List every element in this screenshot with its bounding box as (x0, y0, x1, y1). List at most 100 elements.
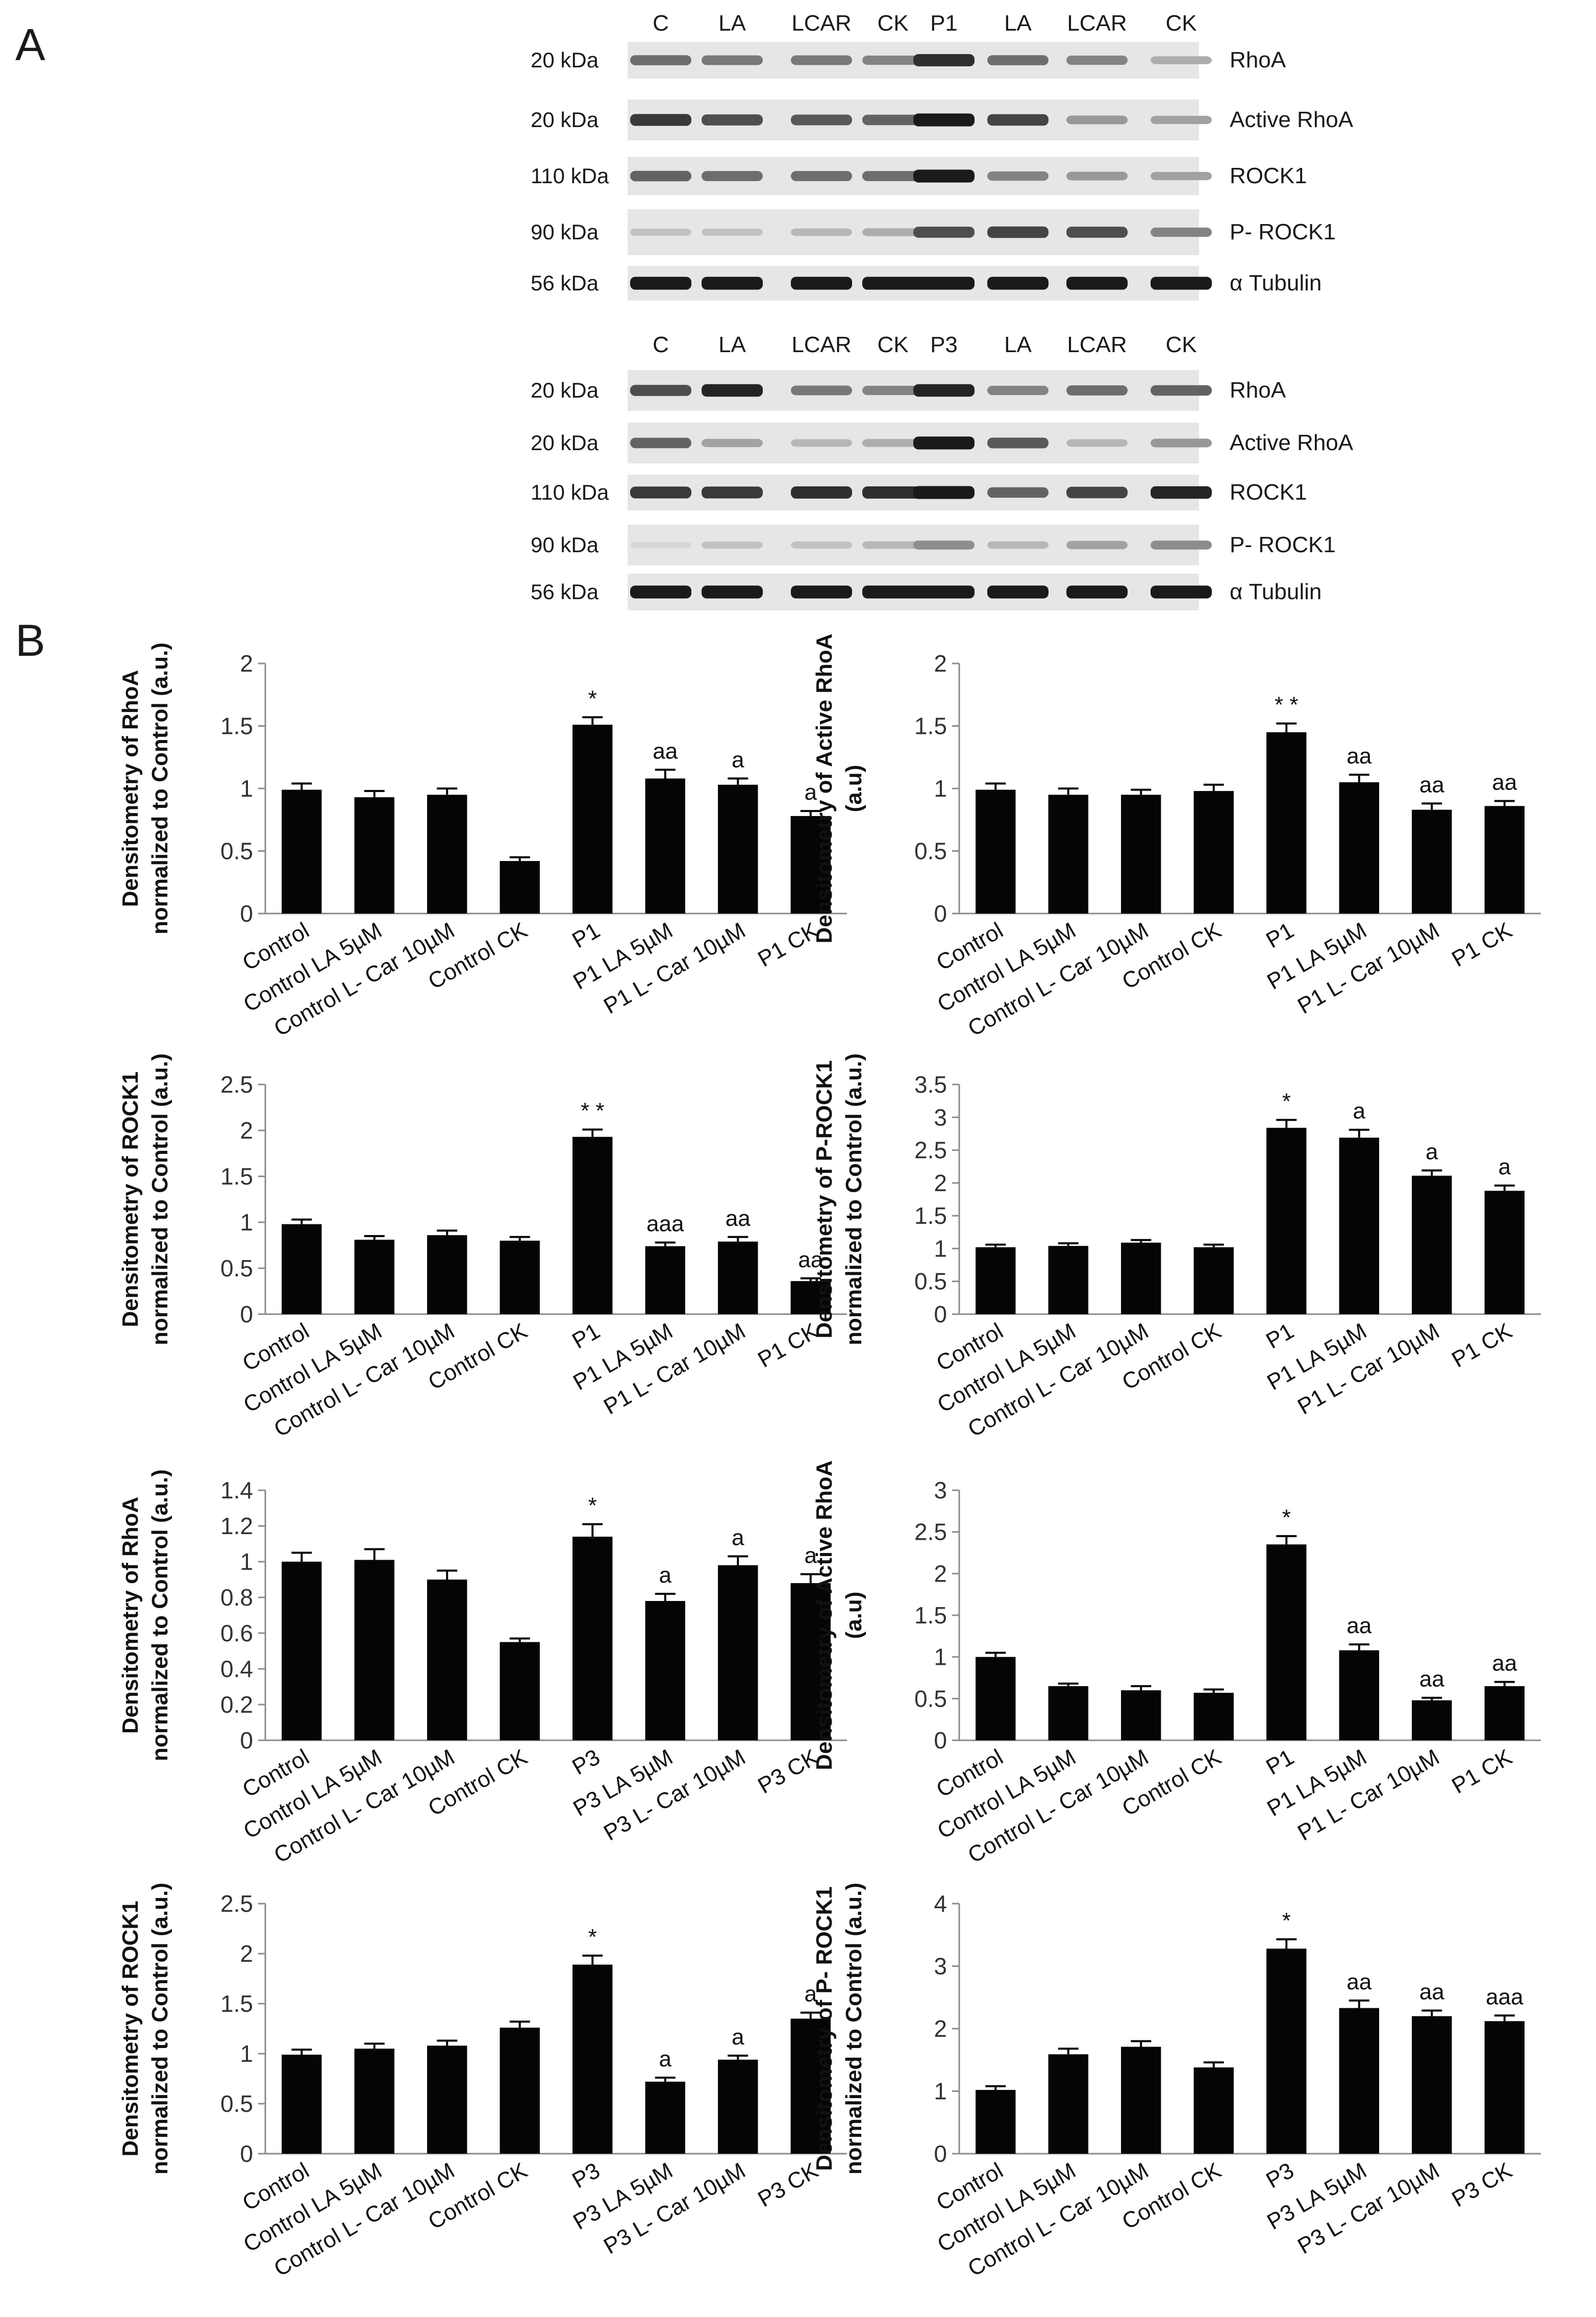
y-tick-label: 2 (934, 1560, 947, 1587)
y-tick-label: 3 (934, 1104, 947, 1130)
x-category-label: P1 (568, 1318, 604, 1353)
bar (1339, 782, 1379, 914)
blot-band (987, 385, 1049, 396)
bar (1193, 2067, 1234, 2154)
blot-band (791, 385, 852, 396)
y-tick-label: 1.5 (914, 713, 947, 740)
bar (1339, 1650, 1379, 1740)
bar (1048, 2054, 1088, 2154)
blot-band (987, 114, 1049, 126)
bar (1412, 2016, 1452, 2154)
significance-label: aa (798, 1247, 823, 1272)
blot-band (1066, 277, 1128, 290)
bar (1484, 1686, 1525, 1740)
bar (282, 2054, 322, 2154)
y-tick-label: 1 (934, 2078, 947, 2105)
y-tick-label: 1.5 (220, 1990, 253, 2017)
blot-band (1151, 227, 1212, 237)
blot-band (987, 541, 1049, 549)
significance-label: * (588, 1493, 597, 1518)
bar (282, 1224, 322, 1314)
blot-band (1066, 171, 1128, 181)
chart-8: 0 1 2 3 4 Densitometry of P- ROCK1 normalized … (812, 1883, 1541, 2281)
molecular-weight-label: 110 kDa (531, 480, 609, 504)
blot-band (862, 228, 924, 236)
blot-band (1151, 540, 1212, 550)
blot-band (913, 384, 975, 397)
bar (1048, 1246, 1088, 1314)
bar (1339, 1138, 1379, 1314)
significance-label: a (659, 1563, 672, 1588)
x-category-label: P1 (568, 918, 604, 953)
bar (1266, 1127, 1307, 1314)
lane-label: LA (1004, 11, 1032, 36)
x-category-label: P1 CK (1448, 918, 1516, 972)
significance-label: aa (1419, 772, 1444, 797)
blot-band (1066, 585, 1128, 599)
blot-band (913, 585, 975, 599)
significance-label: a (1353, 1099, 1366, 1124)
lane-label: CK (877, 332, 908, 357)
bar (1484, 2021, 1525, 2154)
y-tick-label: 3 (934, 1477, 947, 1503)
blot-row: 56 kDa α Tubulin (531, 266, 1321, 301)
y-tick-label: 1.5 (914, 1602, 947, 1629)
blot-band (862, 585, 924, 599)
blot-band (987, 55, 1049, 65)
lane-label: P3 (930, 332, 958, 357)
significance-label: aa (1492, 1651, 1517, 1676)
y-axis-label: Densitometry of ROCK1 (118, 1071, 143, 1327)
bar (718, 2059, 758, 2154)
protein-label: ROCK1 (1230, 480, 1307, 505)
bar (645, 2081, 685, 2154)
x-category-label: P3 CK (1448, 2158, 1516, 2212)
bar (645, 1601, 685, 1740)
y-tick-label: 0 (240, 1727, 253, 1754)
blot-band (913, 113, 975, 127)
bar (976, 1657, 1016, 1740)
blot-row: 110 kDa ROCK1 (531, 475, 1307, 510)
x-category-label: P1 (1262, 1744, 1298, 1780)
lane-label: C (653, 11, 669, 36)
bar (718, 1241, 758, 1314)
blot-row: 20 kDa Active RhoA (531, 423, 1354, 463)
blot-band (1066, 439, 1128, 447)
significance-label: * * (1275, 693, 1298, 718)
y-tick-label: 1 (934, 1644, 947, 1670)
bar (1266, 1544, 1307, 1740)
blot-band (862, 171, 924, 181)
significance-label: a (805, 1982, 817, 2007)
lane-label: LCAR (1067, 332, 1127, 357)
blot-band (791, 439, 852, 447)
bar (427, 795, 467, 914)
y-tick-label: 2 (240, 1940, 253, 1967)
y-tick-label: 0.5 (914, 838, 947, 865)
bar (1484, 1191, 1525, 1314)
blot-band (987, 487, 1049, 498)
blot-band (987, 226, 1049, 238)
blot-band (630, 114, 691, 126)
y-tick-label: 1 (934, 1235, 947, 1262)
panel-label-a: A (15, 19, 45, 70)
y-tick-label: 2 (934, 650, 947, 677)
blot-band (630, 585, 691, 599)
lane-label: CK (1165, 332, 1196, 357)
y-tick-label: 0.6 (220, 1620, 253, 1646)
chart-3: 0 0.5 1 1.5 2 2.5 Densitometry of ROCK1 normali… (118, 1053, 847, 1442)
significance-label: aa (1346, 744, 1371, 769)
blot-band (913, 540, 975, 550)
bar (572, 1537, 613, 1740)
y-tick-label: 0 (934, 900, 947, 927)
blot-band (913, 54, 975, 66)
y-tick-label: 1.5 (914, 1202, 947, 1229)
y-axis-label: Densitometry of Active RhoA (812, 633, 837, 943)
blot-band (791, 55, 852, 65)
blot-band (630, 486, 691, 499)
blot-band (1151, 171, 1212, 181)
blot-band (1066, 227, 1128, 238)
blot-band (987, 437, 1049, 449)
y-axis-label: normalized to Control (a.u.) (147, 1883, 172, 2175)
y-tick-label: 2 (240, 1117, 253, 1144)
bar (427, 1235, 467, 1314)
